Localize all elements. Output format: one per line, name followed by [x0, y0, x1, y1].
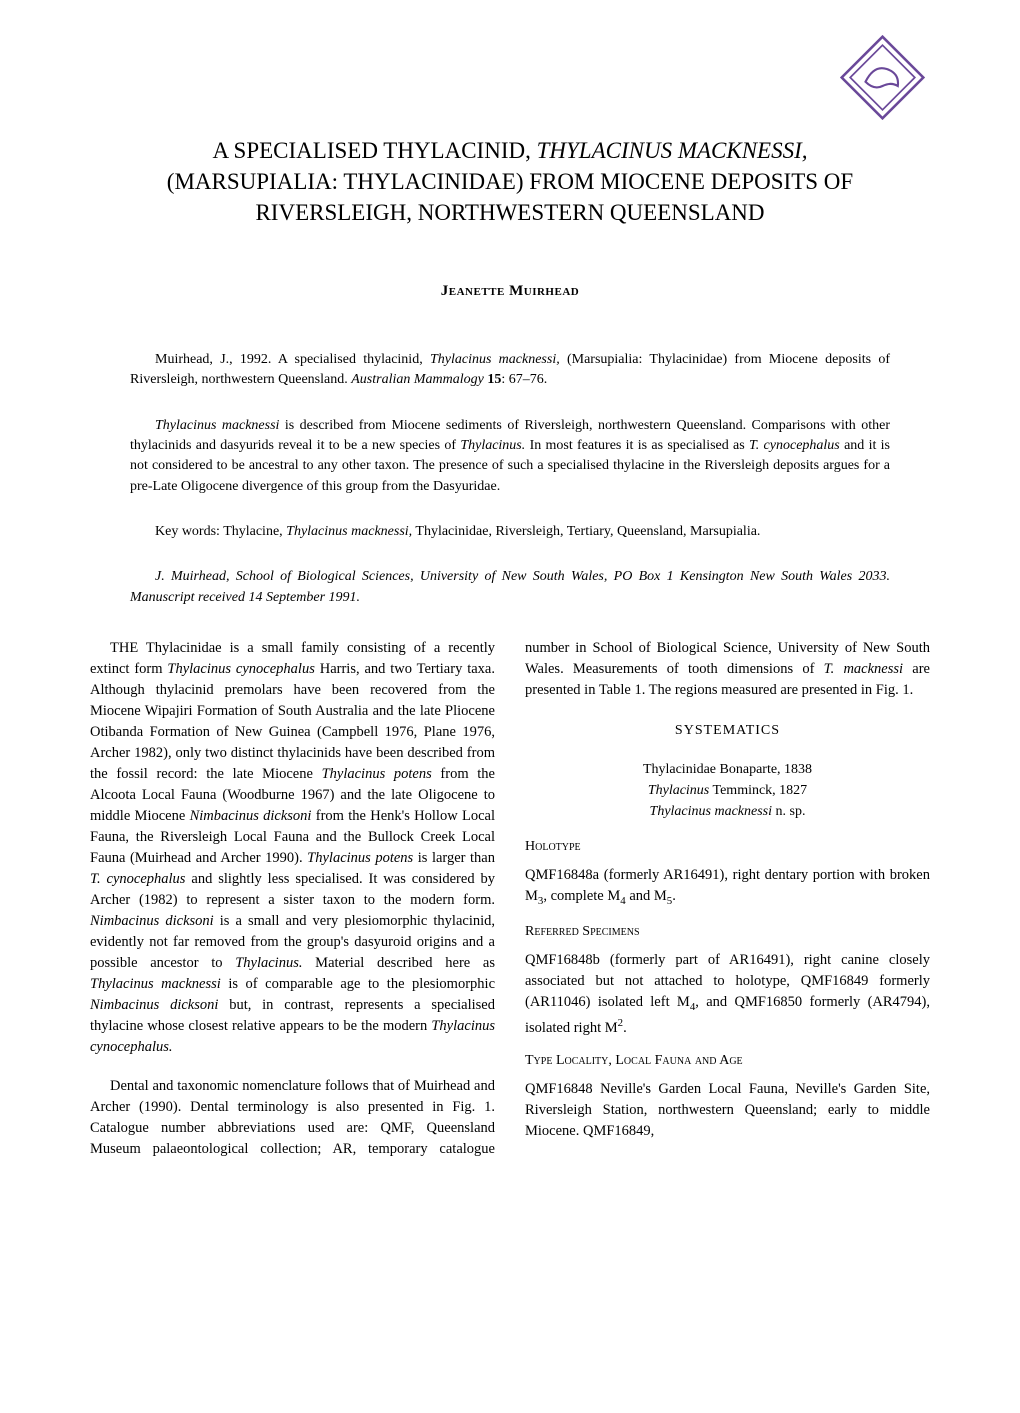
body-columns: THE Thylacinidae is a small family consi…: [90, 638, 930, 1160]
keywords-text2: Thylacinidae, Riversleigh, Tertiary, Que…: [412, 524, 760, 539]
locality-heading: Type Locality, Local Fauna and Age: [525, 1051, 930, 1071]
citation-pages: : 67–76.: [501, 372, 547, 387]
abstract-text2: In most features it is as specialised as: [525, 438, 749, 453]
p1-sp5: T. cynocephalus: [90, 871, 185, 887]
taxon-line1: Thylacinidae Bonaparte, 1838: [643, 762, 812, 777]
p1-i: is of comparable age to the plesiomorphi…: [221, 976, 495, 992]
systematics-heading: SYSTEMATICS: [525, 721, 930, 741]
p1-sp3: Nimbacinus dicksoni: [190, 808, 312, 824]
holotype-c: and M: [626, 888, 667, 904]
keywords-text1: Thylacine,: [223, 524, 286, 539]
p1-e: is larger than: [413, 850, 495, 866]
paper-title: A SPECIALISED THYLACINID, THYLACINUS MAC…: [90, 135, 930, 228]
holotype-heading: Holotype: [525, 837, 930, 857]
p1-sp9: Nimbacinus dicksoni: [90, 997, 218, 1013]
citation-journal: Australian Mammalogy: [351, 372, 487, 387]
citation: Muirhead, J., 1992. A specialised thylac…: [130, 350, 890, 391]
p1-sp6: Nimbacinus dicksoni: [90, 913, 214, 929]
referred-content: QMF16848b (formerly part of AR16491), ri…: [525, 950, 930, 1039]
journal-logo: [840, 35, 925, 120]
body-para1: THE Thylacinidae is a small family consi…: [90, 638, 495, 1058]
taxon-line3b: n. sp.: [772, 804, 805, 819]
author-name: Jeanette Muirhead: [90, 283, 930, 300]
title-line2: (MARSUPIALIA: THYLACINIDAE) FROM MIOCENE…: [167, 169, 853, 194]
keywords: Key words: Thylacine, Thylacinus macknes…: [130, 522, 890, 542]
title-line1-species: THYLACINUS MACKNESSI,: [537, 138, 808, 163]
p1-sp7: Thylacinus.: [235, 955, 302, 971]
citation-species: Thylacinus macknessi,: [430, 352, 560, 367]
p2-sp1: T. macknessi: [824, 661, 903, 677]
keywords-label: Key words:: [155, 524, 223, 539]
abstract: Thylacinus macknessi is described from M…: [130, 416, 890, 497]
holotype-d: .: [672, 888, 676, 904]
p1-sp2: Thylacinus potens: [322, 766, 432, 782]
title-line3: RIVERSLEIGH, NORTHWESTERN QUEENSLAND: [255, 200, 764, 225]
taxon-hierarchy: Thylacinidae Bonaparte, 1838 Thylacinus …: [525, 759, 930, 822]
taxon-line3a: Thylacinus macknessi: [650, 804, 772, 819]
taxon-line2b: Temminck, 1827: [709, 783, 807, 798]
p1-b: Harris, and two Tertiary taxa. Although …: [90, 661, 495, 782]
p1-sp4: Thylacinus potens: [307, 850, 413, 866]
p1-sp1: Thylacinus cynocephalus: [167, 661, 314, 677]
affiliation-text: J. Muirhead, School of Biological Scienc…: [130, 569, 890, 604]
abstract-species3: T. cynocephalus: [749, 438, 840, 453]
locality-content: QMF16848 Neville's Garden Local Fauna, N…: [525, 1079, 930, 1142]
referred-heading: Referred Specimens: [525, 922, 930, 942]
citation-author: Muirhead, J., 1992. A specialised thylac…: [155, 352, 430, 367]
abstract-species2: Thylacinus.: [460, 438, 525, 453]
keywords-species: Thylacinus macknessi,: [286, 524, 412, 539]
referred-c: .: [623, 1020, 627, 1036]
taxon-line2a: Thylacinus: [648, 783, 709, 798]
title-line1-a: A SPECIALISED THYLACINID,: [212, 138, 536, 163]
abstract-species1: Thylacinus macknessi: [155, 418, 279, 433]
holotype-content: QMF16848a (formerly AR16491), right dent…: [525, 865, 930, 910]
author-text: Jeanette Muirhead: [441, 283, 579, 299]
holotype-b: , complete M: [543, 888, 620, 904]
p1-h: Material described here as: [302, 955, 495, 971]
citation-vol: 15: [487, 372, 501, 387]
affiliation: J. Muirhead, School of Biological Scienc…: [130, 567, 890, 608]
p1-sp8: Thylacinus macknessi: [90, 976, 221, 992]
